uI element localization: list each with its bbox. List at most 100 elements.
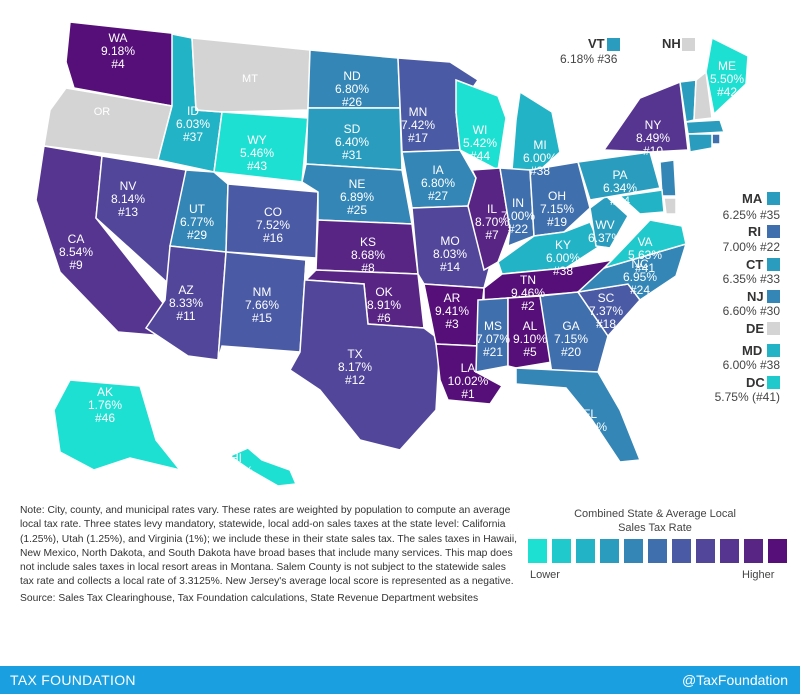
legend-title: Combined State & Average Local Sales Tax… <box>555 507 755 535</box>
side-swatch-md <box>767 344 780 357</box>
state-in[interactable] <box>499 167 535 248</box>
state-label-sc: SC 7.37% #18 <box>589 291 623 331</box>
state-rate: 9.41% <box>435 304 469 318</box>
state-abbr: NV <box>120 179 137 193</box>
state-label-wy: WY 5.46% #43 <box>240 133 274 173</box>
state-rank: #7 <box>485 228 499 242</box>
state-fl[interactable] <box>515 367 642 463</box>
state-label-in: IN 7.00% #22 <box>501 196 535 236</box>
state-label-mn: MN 7.42% #17 <box>401 105 435 145</box>
state-abbr: ND <box>343 69 361 83</box>
state-label-il: IL 8.70% #7 <box>475 202 509 242</box>
state-shapes <box>35 21 749 487</box>
side-abbr-ma: MA <box>742 191 763 206</box>
state-rank: #21 <box>483 345 503 359</box>
state-nh[interactable] <box>693 70 713 121</box>
state-de[interactable] <box>663 197 677 215</box>
state-va[interactable] <box>603 219 687 269</box>
state-ny[interactable] <box>602 80 689 153</box>
state-abbr: CO <box>264 205 282 219</box>
state-rate: 8.14% <box>111 192 145 206</box>
state-abbr: SC <box>598 291 615 305</box>
state-rank: #38 <box>553 264 573 278</box>
state-abbr: AK <box>97 385 113 399</box>
side-swatch-vt <box>607 38 620 51</box>
state-rank: #41 <box>635 261 655 275</box>
state-abbr: PA <box>612 168 627 182</box>
state-rank: #18 <box>596 317 616 331</box>
state-abbr: OK <box>375 285 392 299</box>
state-nj[interactable] <box>659 159 677 197</box>
state-rate: 6.03% <box>176 117 210 131</box>
state-label-mi: MI 6.00% #38 <box>523 138 557 178</box>
state-rate: 5.63% <box>628 248 662 262</box>
state-me[interactable] <box>705 36 749 116</box>
state-rank: #20 <box>561 345 581 359</box>
legend-title-line1: Combined State & Average Local <box>574 508 736 520</box>
side-value-ct: 6.35% #33 <box>722 272 780 286</box>
side-swatch-ct <box>767 258 780 271</box>
state-md[interactable] <box>618 189 665 215</box>
state-abbr: NY <box>645 118 662 132</box>
state-label-ca: CA 8.54% #9 <box>59 232 93 272</box>
state-hi[interactable] <box>228 447 298 487</box>
state-label-ak: AK 1.76% #46 <box>88 385 122 425</box>
state-or[interactable] <box>43 87 173 161</box>
state-rate: 7.42% <box>401 118 435 132</box>
side-swatch-ma <box>767 192 780 205</box>
side-abbr-md: MD <box>742 343 763 358</box>
state-label-ga: GA 7.15% #20 <box>554 319 588 359</box>
state-label-ms: MS 7.07% #21 <box>476 319 510 359</box>
state-oh[interactable] <box>529 161 591 237</box>
twitter-handle[interactable]: @TaxFoundation <box>681 672 788 688</box>
legend-swatch <box>768 539 787 563</box>
state-rate: 9.10% <box>513 332 547 346</box>
state-label-az: AZ 8.33% #11 <box>169 283 203 323</box>
state-nm[interactable] <box>217 251 307 361</box>
state-rank: #2 <box>521 299 535 313</box>
state-abbr: OH <box>548 189 566 203</box>
state-pa[interactable] <box>577 151 661 201</box>
state-rate: 7.52% <box>256 218 290 232</box>
state-rank: #4 <box>111 57 125 71</box>
side-value-dc: 5.75% (#41) <box>714 390 780 404</box>
state-label-nm: NM 7.66% #15 <box>245 285 279 325</box>
state-ma[interactable] <box>685 119 726 135</box>
state-ga[interactable] <box>539 291 609 375</box>
state-label-ny: NY 8.49% #10 <box>636 118 670 158</box>
legend-swatch <box>600 539 619 563</box>
state-label-va: VA 5.63% #41 <box>628 235 662 275</box>
state-rank: #27 <box>428 189 448 203</box>
state-label-tx: TX 8.17% #12 <box>338 347 372 387</box>
state-abbr: MO <box>440 234 459 248</box>
state-rank: #26 <box>342 95 362 109</box>
state-ri[interactable] <box>711 133 721 145</box>
side-abbr-ri: RI <box>748 224 761 239</box>
state-label-wa: WA 9.18% #4 <box>101 31 135 71</box>
state-tx[interactable] <box>289 259 441 451</box>
state-rate: 6.89% <box>340 190 374 204</box>
state-ct[interactable] <box>687 133 713 153</box>
state-rank: #32 <box>595 244 615 258</box>
state-rank: #34 <box>610 194 630 208</box>
side-abbr-nh: NH <box>662 36 681 51</box>
state-label-la: LA 10.02% #1 <box>448 361 489 401</box>
state-rate: 8.49% <box>636 131 670 145</box>
state-abbr: HI <box>230 451 242 465</box>
state-label-wi: WI 5.42% #44 <box>463 123 497 163</box>
state-rate: 7.07% <box>476 332 510 346</box>
state-rank: #8 <box>361 261 375 275</box>
state-mt[interactable] <box>191 37 311 113</box>
state-rate: 7.00% <box>501 209 535 223</box>
side-swatch-nh <box>682 38 695 51</box>
brand-name: TAX FOUNDATION <box>10 672 136 688</box>
state-ak[interactable] <box>53 379 182 472</box>
legend-swatch <box>552 539 571 563</box>
state-rate: 9.18% <box>101 44 135 58</box>
state-al[interactable] <box>507 295 553 369</box>
state-label-ok: OK 8.91% #6 <box>367 285 401 325</box>
side-swatch-nj <box>767 290 780 303</box>
side-value-vt: 6.18% #36 <box>560 52 618 66</box>
legend-low-label: Lower <box>530 569 560 581</box>
